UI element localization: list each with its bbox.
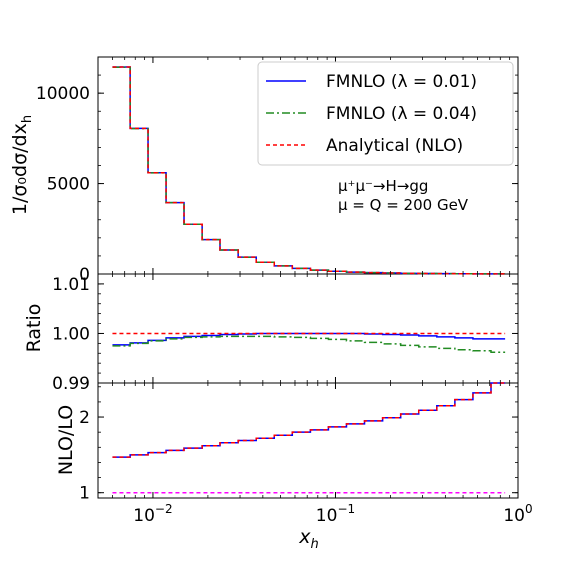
y-tick-label-nlo_lo-0: 1 (79, 484, 90, 504)
y-tick-label-nlo_lo-1: 2 (79, 408, 90, 428)
ratio-ylabel: Ratio (23, 304, 45, 353)
tick-layer: 0 5000 10000 0.99 1.00 1.01 1 2 10−2 10−1 100 (36, 56, 533, 526)
x-tick-label-0: 10−2 (133, 502, 172, 526)
series-line-nlo_lo-1 (112, 382, 506, 458)
legend-box (257, 61, 514, 166)
legend-label-analytical: Analytical (NLO) (326, 136, 463, 156)
y-tick-label-ratio-1: 1.00 (52, 324, 90, 344)
legend: FMNLO (λ = 0.01) FMNLO (λ = 0.04) Analyt… (257, 61, 514, 166)
x-tick-label-1: 10−1 (316, 502, 355, 526)
legend-label-fmnlo-004: FMNLO (λ = 0.04) (326, 104, 477, 124)
series-line-main-2 (112, 66, 506, 275)
scale-annotation: μ = Q = 200 GeV (338, 196, 469, 214)
series-line-nlo_lo-0 (112, 382, 506, 458)
y-tick-label-main-1: 5000 (47, 175, 90, 195)
x-axis-label: xh (298, 526, 319, 552)
nlolo-panel-frame (97, 382, 519, 499)
y-tick-label-main-0: 0 (79, 265, 90, 285)
ratio-panel-frame (97, 273, 519, 384)
x-tick-label-2: 100 (503, 502, 532, 526)
y-tick-label-main-2: 10000 (36, 84, 90, 104)
series-line-ratio-1 (112, 335, 506, 354)
main-ylabel: 1/σ₀dσ/dxh (9, 115, 35, 215)
process-annotation: μ⁺μ⁻→H→gg (338, 177, 428, 195)
plot-layer (112, 66, 506, 494)
y-tick-label-ratio-2: 1.01 (52, 275, 90, 295)
legend-label-fmnlo-001: FMNLO (λ = 0.01) (326, 72, 477, 92)
series-line-ratio-0 (112, 332, 506, 346)
y-tick-label-ratio-0: 0.99 (52, 374, 90, 394)
nlolo-ylabel: NLO/LO (55, 405, 77, 475)
